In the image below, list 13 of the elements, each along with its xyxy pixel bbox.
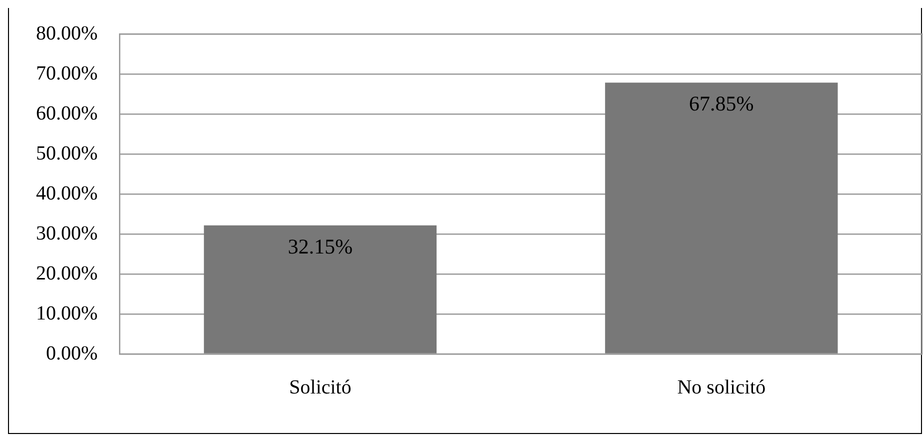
y-tick-label: 80.00% [36, 22, 98, 44]
y-tick-label: 0.00% [46, 342, 98, 364]
y-tick-label: 20.00% [36, 262, 98, 284]
y-tick-label: 40.00% [36, 182, 98, 204]
y-tick-label: 70.00% [36, 62, 98, 84]
data-label: 67.85% [689, 92, 754, 116]
y-tick-label: 30.00% [36, 222, 98, 244]
y-tick-label: 10.00% [36, 302, 98, 324]
x-tick-label: Solicitó [289, 376, 352, 398]
data-label: 32.15% [288, 234, 353, 258]
y-tick-label: 60.00% [36, 102, 98, 124]
y-tick-label: 50.00% [36, 142, 98, 164]
x-tick-label: No solicitó [677, 376, 766, 398]
